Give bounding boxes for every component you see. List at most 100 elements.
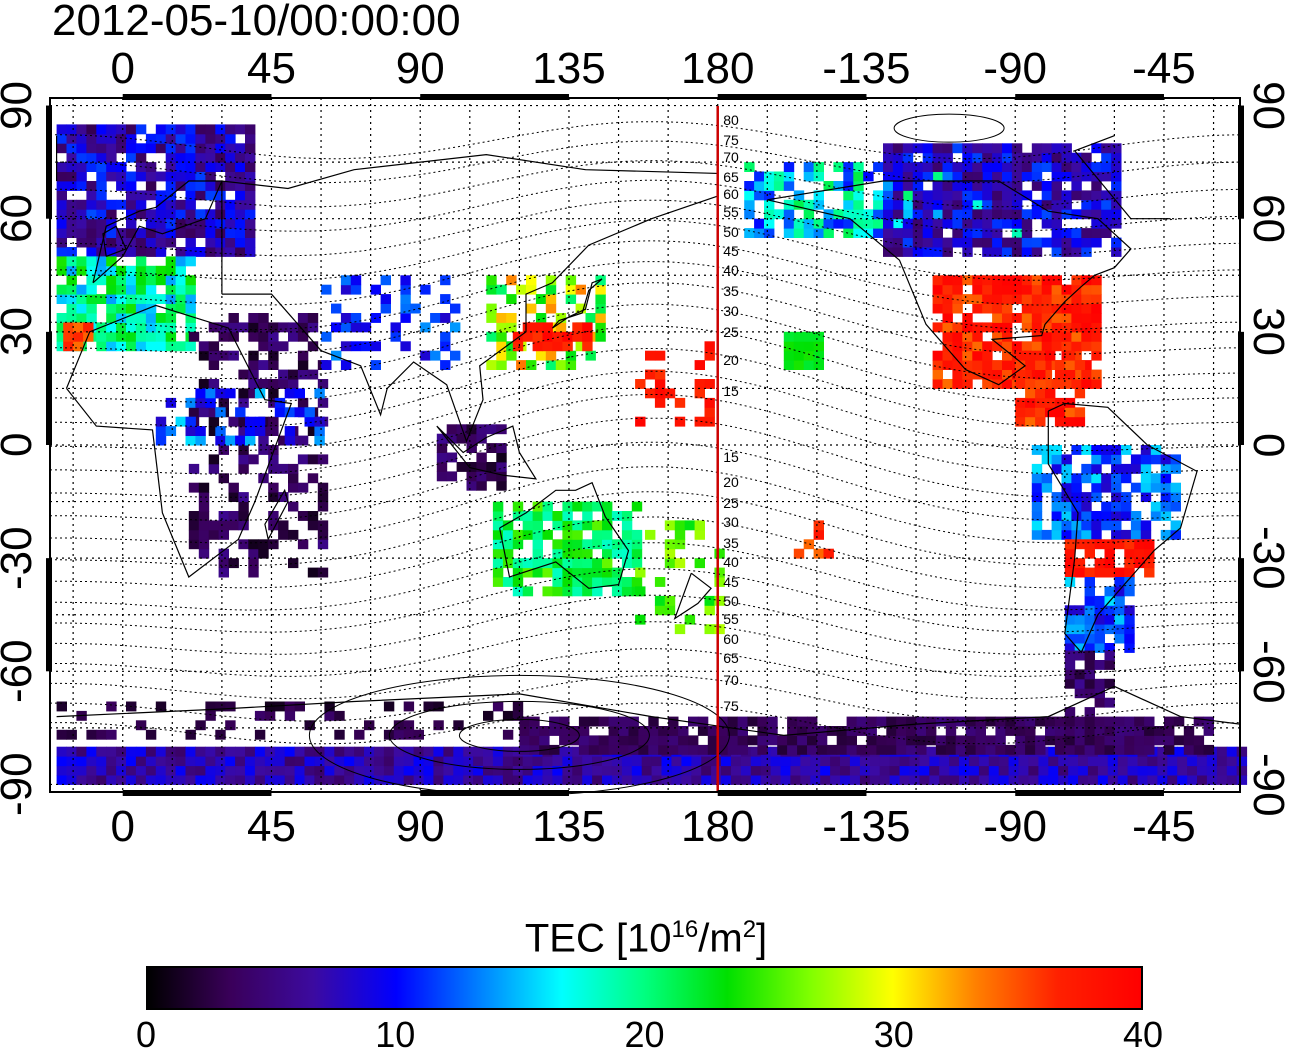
tec-cell-1298	[1061, 171, 1072, 182]
tec-cell-280	[86, 284, 97, 295]
tec-cell-577	[225, 435, 236, 446]
tec-cell-2314	[648, 716, 659, 727]
tec-cell-18	[66, 181, 77, 191]
tec-cell-953	[764, 218, 775, 229]
tec-cell-1916	[373, 765, 385, 776]
tec-cell-785	[512, 586, 524, 597]
tec-cell-810	[542, 529, 553, 540]
tec-cell-2579	[803, 331, 815, 342]
tec-cell-2408	[926, 726, 937, 736]
tec-cell-2328	[697, 744, 709, 755]
tec-cell-2483	[1124, 716, 1135, 727]
tec-cell-873	[621, 577, 633, 587]
tec-cell-1260	[1021, 162, 1033, 172]
tec-cell-1402	[982, 369, 993, 380]
tec-cell-1693	[1074, 567, 1086, 578]
tec-cell-812	[542, 501, 553, 512]
tec-cell-2017	[621, 756, 633, 767]
tec-cell-2566	[813, 520, 824, 531]
tec-cell-502	[278, 463, 289, 474]
tec-cell-2155	[968, 775, 980, 785]
tec-cell-581	[245, 435, 256, 446]
tec-cell-2487	[1134, 716, 1145, 727]
tec-cell-411	[208, 379, 220, 389]
tec-cell-153	[175, 152, 186, 163]
tec-cell-751	[512, 341, 524, 352]
tec-cell-1198	[962, 143, 973, 154]
tec-cell-2277	[539, 726, 550, 736]
tec-cell-1372	[952, 360, 963, 370]
tec-cell-1874	[264, 746, 276, 757]
tec-cell-443	[238, 511, 249, 521]
tec-cell-2179	[1028, 775, 1039, 785]
tec-cell-174	[195, 209, 206, 220]
tec-cell-1322	[1091, 218, 1102, 229]
tec-cell-188	[205, 190, 216, 201]
tec-cell-1279	[1041, 143, 1053, 154]
tec-cell-1638	[1111, 520, 1122, 531]
tec-cell-940	[704, 341, 715, 352]
tec-cell-248	[245, 124, 256, 135]
tec-cell-2337	[717, 716, 729, 727]
tec-cell-168	[185, 143, 196, 154]
tec-cell-771	[492, 567, 504, 578]
tec-cell-1810	[106, 746, 117, 757]
tec-cell-2398	[896, 716, 907, 727]
tec-cell-2474	[1104, 726, 1115, 736]
tec-cell-348	[165, 313, 177, 323]
tec-cell-1462	[1031, 303, 1043, 314]
tec-cell-42	[86, 199, 97, 210]
tec-cell-1698	[1084, 539, 1095, 550]
tec-cell-2080	[780, 765, 791, 776]
tec-cell-1899	[334, 775, 345, 785]
tec-cell-1882	[284, 746, 296, 757]
tec-cell-476	[258, 360, 269, 370]
tec-cell-694	[496, 322, 507, 333]
tec-cell-1625	[1091, 482, 1102, 493]
tec-cell-2268	[519, 735, 530, 746]
tec-cell-1688	[1170, 454, 1181, 465]
tec-cell-1180	[952, 218, 963, 229]
tec-cell-2243	[1187, 775, 1198, 785]
tec-cell-76	[116, 247, 127, 257]
tec-cell-283	[86, 256, 97, 267]
tec-cell-2164	[988, 765, 1000, 776]
tec-cell-1202	[972, 209, 983, 220]
tec-cell-2510	[56, 701, 67, 712]
tec-cell-748	[595, 294, 606, 304]
tec-cell-1367	[942, 294, 953, 304]
tec-cell-1403	[982, 360, 993, 370]
tec-cell-1871	[264, 775, 276, 785]
tec-cell-1812	[116, 765, 127, 776]
tec-cell-1939	[433, 775, 444, 785]
tec-cell-17	[66, 199, 77, 210]
tec-cell-2135	[919, 775, 930, 785]
tec-cell-401	[198, 350, 210, 361]
tec-cell-255	[56, 265, 67, 276]
tec-cell-1980	[532, 765, 543, 776]
tec-cell-2458	[1064, 726, 1076, 736]
tec-cell-1011	[863, 209, 874, 220]
tec-cell-1919	[383, 775, 395, 785]
tec-cell-1976	[522, 765, 534, 776]
tec-cell-2554	[433, 701, 444, 712]
tec-cell-2121	[879, 756, 891, 767]
tec-cell-1524	[1091, 341, 1102, 352]
tec-cell-787	[512, 567, 524, 578]
tec-cell-2502	[1183, 726, 1195, 736]
tec-cell-2465	[1084, 735, 1095, 746]
contour-label-4: 60	[723, 186, 739, 202]
tec-cell-1957	[473, 756, 484, 767]
tec-cell-715	[535, 294, 547, 304]
tec-cell-2567	[823, 548, 834, 559]
tec-cell-2427	[975, 716, 986, 727]
tec-cell-2245	[1187, 756, 1198, 767]
tec-cell-2127	[899, 775, 910, 785]
tec-map: 8075706560555045403530252015152025303540…	[46, 94, 1248, 796]
tec-cell-383	[188, 482, 200, 493]
lon-tick-top-0: 0	[110, 44, 135, 93]
tec-cell-185	[205, 228, 216, 238]
tec-cell-2088	[800, 765, 811, 776]
tec-cell-271	[76, 294, 87, 304]
tec-cell-2242	[1177, 746, 1188, 757]
